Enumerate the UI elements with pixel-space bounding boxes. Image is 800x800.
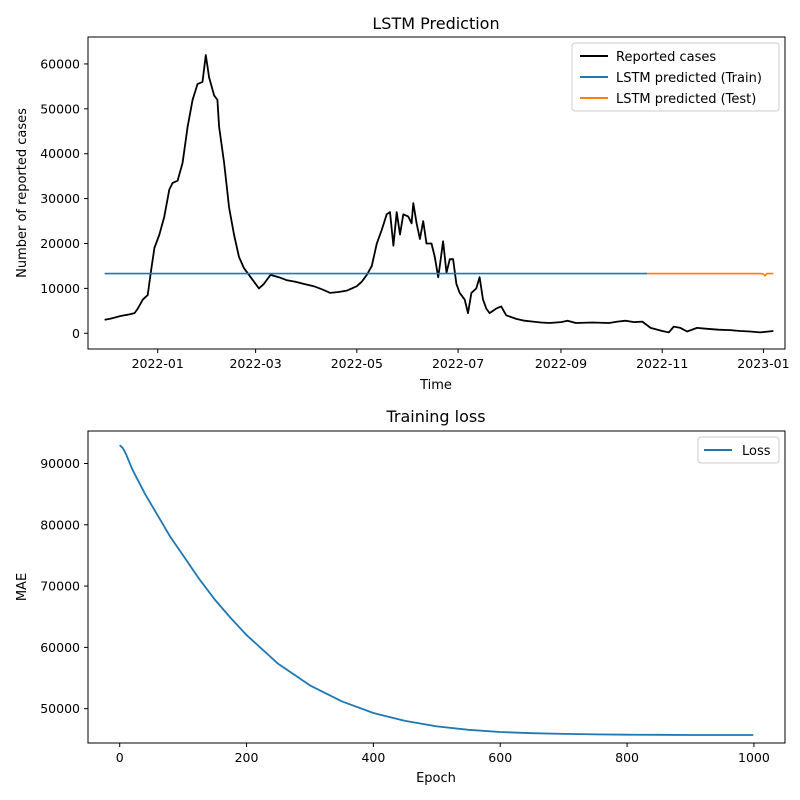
loss-y-tick-label: 70000 (40, 579, 80, 594)
prediction-x-ticks: 2022-01 2022-03 2022-05 2022-07 2022-09 2022-… (132, 349, 790, 371)
loss-y-tick-label: 50000 (40, 701, 80, 716)
prediction-y-tick-label: 30000 (40, 191, 80, 206)
loss-series (119, 444, 754, 736)
prediction-x-tick-label: 2023-01 (737, 356, 789, 371)
series-lstm-test (647, 272, 774, 277)
loss-legend-box (697, 436, 780, 464)
prediction-x-tick-label: 2022-11 (636, 356, 688, 371)
series-reported-cases (104, 54, 774, 334)
loss-x-ticks: 0 200 400 600 800 1000 (116, 743, 770, 765)
legend-label-reported: Reported cases (616, 50, 716, 65)
prediction-legend: Reported cases LSTM predicted (Train) LS… (571, 42, 780, 112)
loss-x-tick-label: 1000 (738, 750, 770, 765)
prediction-x-tick-label: 2022-01 (132, 356, 184, 371)
prediction-x-tick-label: 2022-09 (535, 356, 587, 371)
loss-y-tick-label: 60000 (40, 640, 80, 655)
loss-x-tick-label: 800 (615, 750, 639, 765)
loss-x-tick-label: 400 (361, 750, 385, 765)
prediction-plot-area (87, 36, 786, 350)
legend-label-test: LSTM predicted (Test) (616, 92, 756, 107)
loss-plot-area (87, 430, 786, 744)
prediction-chart-title: LSTM Prediction (372, 14, 499, 33)
prediction-chart: LSTM Prediction 2022-01 2022-03 2022-05 202… (15, 14, 790, 393)
prediction-x-tick-label: 2022-05 (331, 356, 383, 371)
prediction-y-tick-label: 40000 (40, 146, 80, 161)
loss-legend: Loss (697, 436, 780, 464)
loss-x-tick-label: 600 (488, 750, 512, 765)
prediction-series (104, 54, 774, 334)
legend-label-train: LSTM predicted (Train) (616, 71, 762, 86)
prediction-x-tick-label: 2022-07 (432, 356, 484, 371)
loss-chart: Training loss 0 200 400 600 800 1000 50000 600… (15, 407, 786, 786)
prediction-x-tick-label: 2022-03 (229, 356, 281, 371)
prediction-x-axis-label: Time (419, 378, 452, 393)
loss-y-ticks: 50000 60000 70000 80000 90000 (40, 456, 88, 716)
loss-x-tick-label: 0 (116, 750, 124, 765)
prediction-legend-box (571, 42, 780, 112)
prediction-y-tick-label: 20000 (40, 236, 80, 251)
prediction-y-tick-label: 50000 (40, 101, 80, 116)
loss-x-axis-label: Epoch (416, 771, 456, 786)
prediction-y-tick-label: 0 (72, 326, 80, 341)
loss-x-tick-label: 200 (235, 750, 259, 765)
loss-chart-title: Training loss (385, 407, 485, 426)
loss-y-tick-label: 90000 (40, 456, 80, 471)
prediction-y-tick-label: 60000 (40, 56, 80, 71)
legend-label-loss: Loss (742, 444, 771, 459)
loss-y-tick-label: 80000 (40, 517, 80, 532)
series-loss (119, 444, 754, 736)
prediction-y-tick-label: 10000 (40, 281, 80, 296)
prediction-y-ticks: 0 10000 20000 30000 40000 50000 60000 (40, 56, 88, 341)
prediction-y-axis-label: Number of reported cases (15, 108, 30, 278)
loss-y-axis-label: MAE (15, 573, 30, 601)
